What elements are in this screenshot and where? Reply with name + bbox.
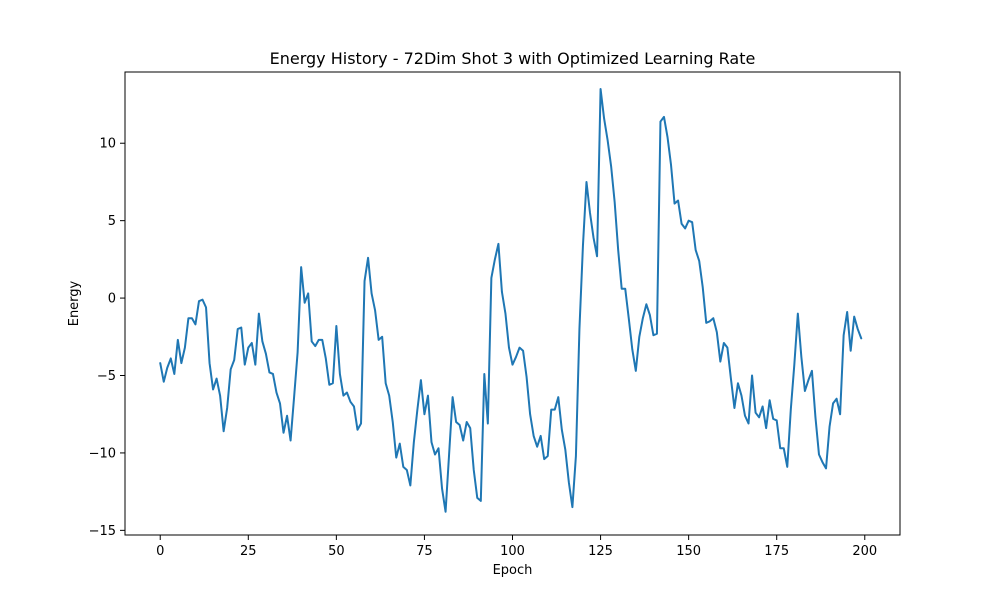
x-tick-label: 50	[328, 544, 345, 559]
chart-title: Energy History - 72Dim Shot 3 with Optim…	[270, 49, 756, 68]
plot-area	[125, 72, 900, 535]
y-axis-label: Energy	[67, 280, 82, 326]
x-tick-label: 0	[156, 544, 164, 559]
series-layer	[159, 88, 863, 513]
y-tick-label: −10	[89, 446, 116, 461]
x-tick-label: 200	[852, 544, 877, 559]
y-tick-label: −5	[97, 369, 116, 384]
x-tick-label: 150	[676, 544, 701, 559]
x-axis-label: Epoch	[493, 563, 533, 578]
series-line-1	[159, 88, 863, 513]
x-tick-label: 125	[588, 544, 613, 559]
x-axis-ticks: 0 25 50 75 100 125 150 175 200	[156, 535, 877, 559]
x-tick-label: 100	[500, 544, 525, 559]
y-axis-ticks: −15 −10 −5 0 5 10	[89, 137, 125, 539]
y-tick-label: 0	[108, 292, 116, 307]
x-tick-label: 75	[416, 544, 433, 559]
x-tick-label: 25	[240, 544, 257, 559]
y-tick-label: 10	[99, 137, 116, 152]
y-tick-label: −15	[89, 524, 116, 539]
x-tick-label: 175	[764, 544, 789, 559]
y-tick-label: 5	[108, 214, 116, 229]
